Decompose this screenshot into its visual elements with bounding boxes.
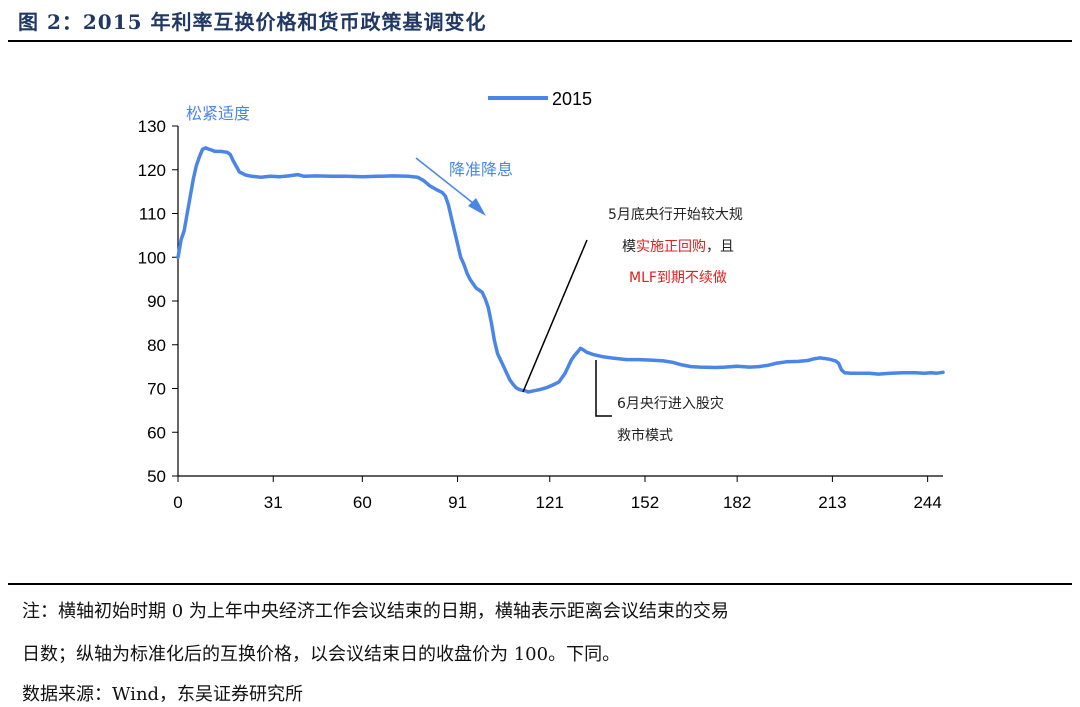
x-tick-label: 121	[536, 493, 564, 512]
y-tick-label: 90	[147, 292, 166, 311]
annotation-may-line2-suffix: ，且	[706, 239, 734, 255]
top-rule	[8, 40, 1072, 42]
x-tick-label: 91	[448, 493, 467, 512]
x-tick-label: 152	[631, 493, 659, 512]
annotation-easing-arrow-line	[415, 157, 479, 208]
x-tick-label: 0	[173, 493, 182, 512]
x-tick-label: 182	[723, 493, 751, 512]
legend-label-2015: 2015	[552, 89, 592, 109]
y-tick-label: 70	[147, 380, 166, 399]
annotation-june-line1: 6月央行进入股灾	[617, 395, 724, 412]
chart-legend: 2015	[488, 89, 592, 109]
line-chart: 50 60 70 80 90 100 110 120 130 0 31 60 91 121 152 182 21…	[138, 89, 945, 512]
chart-series	[176, 146, 945, 394]
chart-annotations: 松紧适度 降准降息 5月底央行开始较大规 模实施正回购，且 MLF到期不续做 6…	[186, 104, 743, 444]
x-tick-label: 60	[353, 493, 372, 512]
annotation-june-line2: 救市模式	[617, 427, 673, 444]
y-tick-label: 100	[138, 248, 166, 267]
series-line-2015	[176, 146, 945, 394]
annotation-may-line3: MLF到期不续做	[629, 269, 727, 286]
y-tick-label: 120	[138, 161, 166, 180]
y-tick-label: 60	[147, 423, 166, 442]
y-tick-label: 80	[147, 336, 166, 355]
y-tick-label: 130	[138, 117, 166, 136]
annotation-easing: 降准降息	[449, 160, 513, 179]
annotation-may-line2: 模实施正回购，且	[622, 239, 734, 255]
y-tick-label: 50	[147, 467, 166, 486]
annotation-easing-arrowhead	[468, 198, 486, 216]
figure-title: 图 2：2015 年利率互换价格和货币政策基调变化	[18, 10, 487, 34]
annotation-tightness: 松紧适度	[186, 104, 250, 123]
x-tick-label: 213	[818, 493, 846, 512]
annotation-june-pointer	[595, 360, 612, 417]
annotation-may-line2-red: 实施正回购	[636, 239, 706, 255]
x-tick-label: 31	[264, 493, 283, 512]
annotation-may-line2-prefix: 模	[622, 239, 636, 255]
chart-axes: 50 60 70 80 90 100 110 120 130 0 31 60 91 121 152 182 21…	[138, 117, 943, 512]
bottom-rule	[8, 583, 1072, 585]
annotation-may-line1: 5月底央行开始较大规	[608, 207, 743, 223]
footnote-line-2: 日数；纵轴为标准化后的互换价格，以会议结束日的收盘价为 100。下同。	[22, 644, 621, 665]
footnote-line-1: 注：横轴初始时期 0 为上年中央经济工作会议结束的日期，横轴表示距离会议结束的交…	[22, 601, 729, 622]
annotation-may-pointer	[522, 239, 588, 393]
source-note: 数据来源：Wind，东吴证券研究所	[22, 684, 304, 705]
y-tick-label: 110	[139, 205, 166, 224]
x-tick-label: 244	[913, 493, 941, 512]
